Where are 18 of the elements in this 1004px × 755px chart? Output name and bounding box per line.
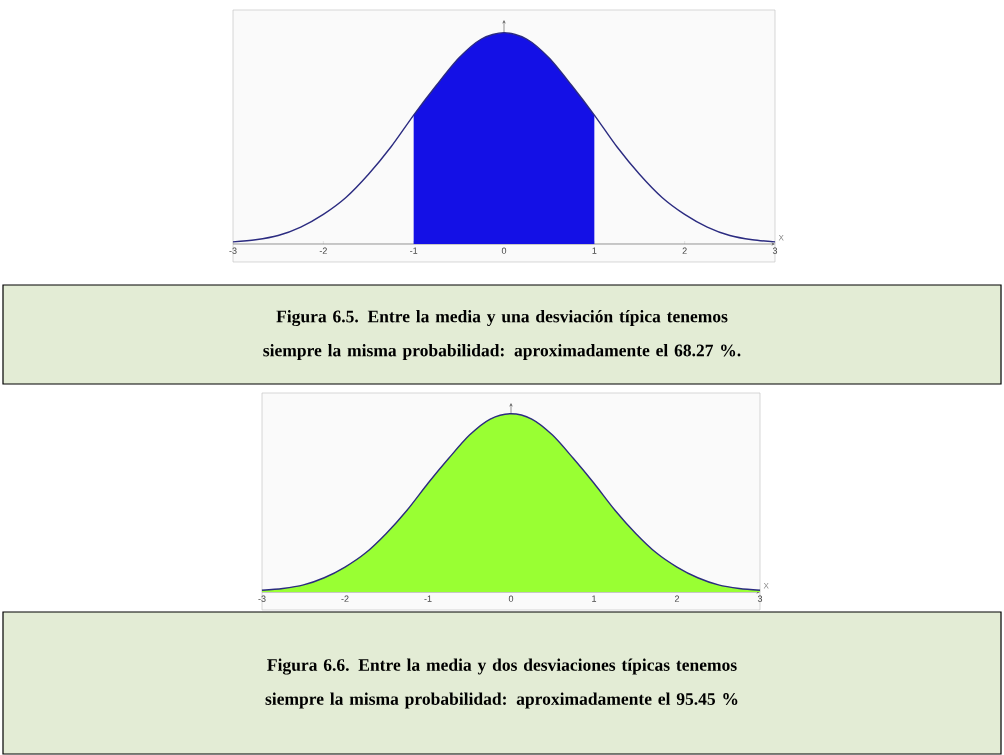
text: Figura 6.5. Entre la media y una desviación típica tenemos siempre la misma probabilidad: aproximadamente el 68.27 %. [263, 310, 741, 360]
x-tick-label: -1 [424, 595, 432, 602]
x-tick-label: -3 [229, 247, 237, 254]
x-axis-title: X [778, 234, 784, 241]
x-tick-label: 0 [501, 247, 507, 254]
text: Figura 6.6. Entre la media y dos desviaciones típicas tenemos siempre la misma probabilidad: aproximadamente el 95.45 % [265, 658, 738, 709]
x-tick-label: 3 [772, 247, 778, 254]
x-tick-label: 1 [592, 247, 597, 254]
x-tick-label: -2 [341, 595, 349, 602]
x-tick-label: 3 [757, 595, 763, 602]
x-tick-label: -3 [258, 595, 266, 602]
x-axis-title: X [763, 582, 769, 589]
x-tick-label: 2 [682, 247, 687, 254]
x-tick-label: 1 [592, 595, 597, 602]
x-tick-label: -2 [319, 247, 327, 254]
x-tick-label: -1 [410, 247, 418, 254]
x-tick-label: 0 [508, 595, 514, 602]
x-tick-label: 2 [674, 595, 680, 602]
